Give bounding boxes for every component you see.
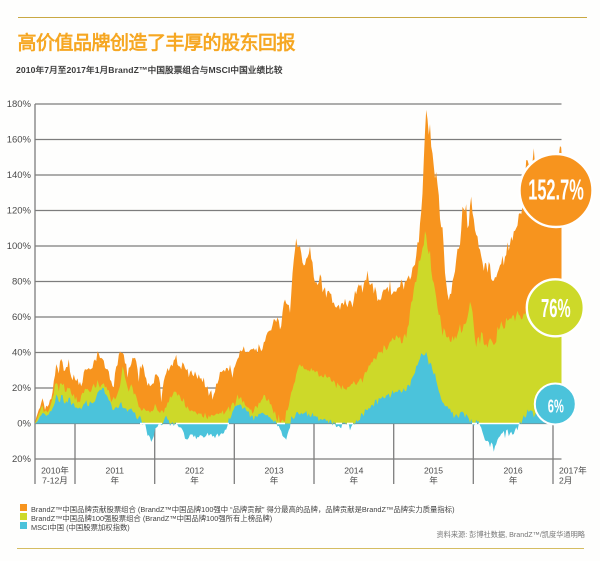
svg-text:140%: 140% bbox=[7, 170, 32, 181]
svg-text:6%: 6% bbox=[548, 397, 564, 418]
svg-text:120%: 120% bbox=[7, 206, 32, 217]
svg-text:40%: 40% bbox=[12, 348, 32, 359]
svg-text:76%: 76% bbox=[541, 295, 571, 323]
svg-text:2016: 2016 bbox=[504, 466, 523, 476]
svg-text:年: 年 bbox=[190, 475, 199, 486]
svg-text:年: 年 bbox=[509, 475, 518, 486]
svg-text:0%: 0% bbox=[17, 419, 31, 430]
svg-text:年: 年 bbox=[270, 475, 279, 486]
svg-text:7-12月: 7-12月 bbox=[42, 476, 68, 486]
svg-text:152.7%: 152.7% bbox=[528, 174, 584, 206]
svg-text:100%: 100% bbox=[7, 241, 32, 252]
svg-text:80%: 80% bbox=[12, 277, 32, 288]
svg-text:2月: 2月 bbox=[559, 476, 572, 486]
svg-text:2012: 2012 bbox=[185, 466, 204, 476]
svg-text:160%: 160% bbox=[7, 135, 32, 146]
svg-text:60%: 60% bbox=[12, 312, 32, 323]
svg-text:2010年: 2010年 bbox=[41, 465, 69, 476]
svg-text:年: 年 bbox=[110, 475, 119, 486]
svg-text:2011: 2011 bbox=[106, 466, 125, 476]
svg-text:2015: 2015 bbox=[424, 466, 443, 476]
svg-text:20%: 20% bbox=[12, 383, 32, 394]
svg-text:年: 年 bbox=[349, 475, 358, 486]
svg-text:年: 年 bbox=[429, 475, 438, 486]
svg-text:2013: 2013 bbox=[265, 466, 284, 476]
svg-text:20%: 20% bbox=[12, 454, 32, 465]
svg-text:180%: 180% bbox=[7, 99, 32, 110]
svg-text:2017年: 2017年 bbox=[559, 465, 587, 476]
svg-text:2014: 2014 bbox=[344, 466, 363, 476]
